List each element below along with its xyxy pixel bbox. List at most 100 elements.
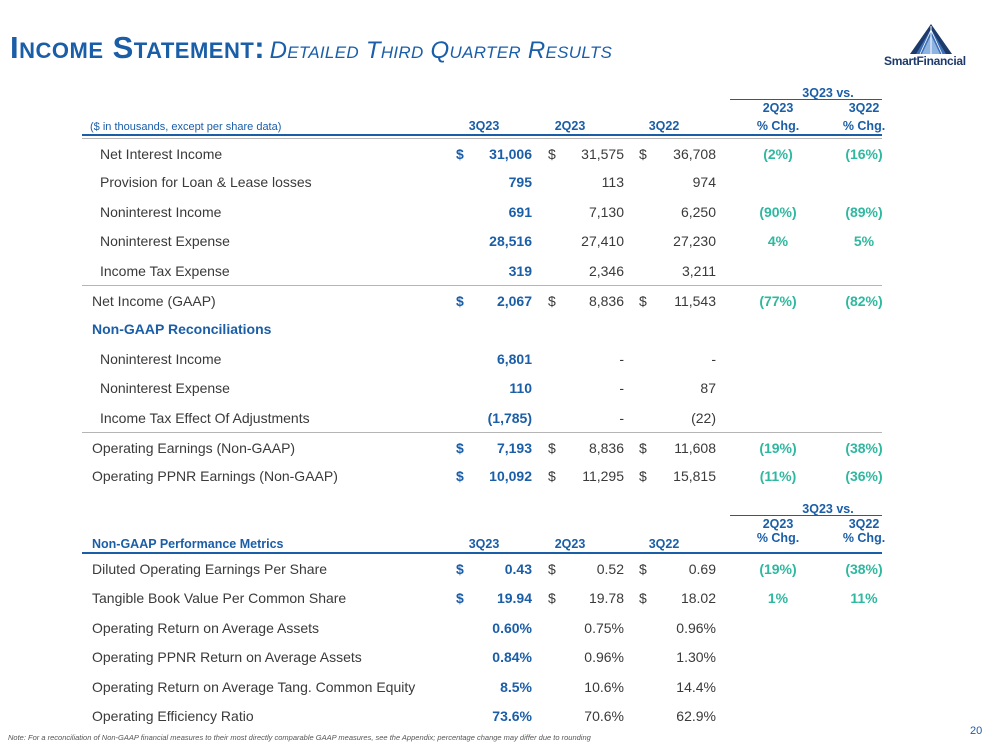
table-row: Operating PPNR Earnings (Non-GAAP) $10,09… (82, 461, 883, 491)
value-prior-year-quarter: 87 (700, 380, 716, 397)
row-label: Operating Efficiency Ratio (92, 708, 254, 724)
table-row: Net Income (GAAP) $2,067 $8,836 $11,543 (77%… (82, 285, 883, 315)
currency-symbol: $ (456, 468, 464, 485)
value-prior-year-quarter: 11,608 (674, 440, 716, 456)
metrics-header-vs: 3Q23 vs. (802, 502, 854, 516)
metrics-header-rule (82, 552, 882, 554)
change-vs-prior-quarter: (90%) (759, 203, 797, 220)
value-current-quarter: 0.84% (492, 649, 532, 666)
value-prior-year-quarter: 18.02 (680, 590, 716, 607)
row-label: Operating PPNR Earnings (Non-GAAP) (92, 468, 338, 485)
change-vs-prior-quarter: (11%) (759, 468, 797, 485)
income-table-header: 3Q23 vs. 2Q23 3Q22 ($ in thousands, exce… (82, 82, 885, 142)
value-prior-quarter: 0.96% (584, 649, 624, 666)
value-prior-quarter: 7,130 (588, 203, 624, 220)
value-prior-year-quarter: 0.69 (688, 561, 716, 577)
metrics-header-vs-rule (730, 515, 882, 516)
metrics-header-caption: Non-GAAP Performance Metrics (92, 537, 284, 551)
change-vs-prior-year: 5% (853, 233, 875, 250)
table-row: Provision for Loan & Lease losses 795 113 9… (82, 167, 882, 197)
metrics-table-header: 3Q23 vs. 2Q23 3Q22 Non-GAAP Performance … (82, 502, 885, 554)
metrics-header-col5a: 3Q22 (848, 517, 880, 531)
table-row: Noninterest Expense 28,516 27,410 27,230 4% 5… (82, 226, 882, 256)
table-row: Operating Return on Average Assets 0.60% 0… (82, 613, 882, 643)
currency-symbol: $ (456, 146, 464, 162)
value-prior-year-quarter: 3,211 (682, 262, 716, 279)
currency-symbol: $ (456, 561, 464, 577)
header-col2: 2Q23 (554, 119, 586, 133)
currency-symbol: $ (548, 440, 556, 456)
change-vs-prior-quarter: (19%) (759, 561, 797, 577)
change-vs-prior-year: (16%) (845, 146, 883, 162)
currency-symbol: $ (548, 146, 556, 162)
value-prior-quarter: 10.6% (584, 678, 624, 695)
value-current-quarter: 73.6% (492, 708, 532, 724)
value-current-quarter: 2,067 (496, 293, 532, 309)
currency-symbol: $ (456, 440, 464, 456)
value-current-quarter: 691 (508, 203, 532, 220)
value-current-quarter: 7,193 (496, 440, 532, 456)
currency-symbol: $ (456, 293, 464, 309)
value-prior-year-quarter: 11,543 (674, 293, 716, 309)
header-vs-rule (730, 99, 882, 100)
currency-symbol: $ (456, 590, 464, 607)
change-vs-prior-year: 11% (850, 590, 878, 607)
currency-symbol: $ (639, 440, 647, 456)
value-current-quarter: 0.43 (504, 561, 532, 577)
currency-symbol: $ (548, 561, 556, 577)
value-prior-year-quarter: - (711, 350, 716, 367)
row-label: Noninterest Income (100, 203, 222, 220)
value-prior-year-quarter: 0.96% (676, 619, 716, 636)
header-vs: 3Q23 vs. (802, 86, 854, 100)
metrics-header-col1: 3Q23 (468, 537, 500, 551)
row-label: Operating Return on Average Assets (92, 619, 319, 636)
value-prior-year-quarter: 6,250 (680, 203, 716, 220)
value-current-quarter: 6,801 (496, 350, 532, 367)
row-label: Non-GAAP Reconciliations (92, 321, 272, 338)
company-logo: SmartFinancial (884, 24, 990, 68)
currency-symbol: $ (639, 293, 647, 309)
table-row: Noninterest Income 691 7,130 6,250 (90%) (89%… (82, 197, 883, 227)
value-current-quarter: 8.5% (500, 678, 532, 695)
header-col1: 3Q23 (468, 119, 500, 133)
table-row: Net Interest Income $31,006 $31,575 $36,708… (82, 138, 883, 168)
value-current-quarter: 319 (508, 262, 532, 279)
table-row: Operating PPNR Return on Average Assets 0… (82, 642, 882, 672)
value-current-quarter: 795 (508, 174, 532, 191)
metrics-header-col3: 3Q22 (648, 537, 680, 551)
row-label: Net Income (GAAP) (92, 293, 216, 309)
change-vs-prior-year: (38%) (845, 440, 883, 456)
value-prior-quarter: 8,836 (588, 440, 624, 456)
value-prior-year-quarter: 974 (692, 174, 716, 191)
value-prior-quarter: 19.78 (588, 590, 624, 607)
currency-symbol: $ (548, 293, 556, 309)
value-prior-quarter: 11,295 (582, 468, 624, 485)
value-prior-year-quarter: 36,708 (673, 146, 716, 162)
metrics-header-col4b: % Chg. (756, 531, 800, 545)
header-rule (82, 134, 882, 136)
change-vs-prior-year: (89%) (845, 203, 883, 220)
value-current-quarter: 110 (509, 380, 532, 397)
currency-symbol: $ (548, 590, 556, 607)
currency-symbol: $ (639, 468, 647, 485)
logo-text: SmartFinancial (884, 54, 966, 68)
metrics-header-col4a: 2Q23 (762, 517, 794, 531)
row-label: Noninterest Income (100, 350, 222, 367)
change-vs-prior-year: (36%) (845, 468, 883, 485)
value-prior-year-quarter: 15,815 (673, 468, 716, 485)
value-prior-quarter: 27,410 (581, 233, 624, 250)
currency-symbol: $ (548, 468, 556, 485)
value-prior-quarter: 70.6% (584, 708, 624, 724)
value-current-quarter: 19.94 (496, 590, 532, 607)
row-label: Provision for Loan & Lease losses (100, 174, 312, 191)
table-row: Noninterest Expense 110 - 87 (82, 373, 882, 403)
slide-title: Income Statement: Detailed Third Quarter… (10, 30, 612, 66)
header-caption: ($ in thousands, except per share data) (90, 121, 282, 133)
value-prior-quarter: 31,575 (581, 146, 624, 162)
value-current-quarter: 10,092 (489, 468, 532, 485)
row-label: Noninterest Expense (100, 233, 230, 250)
table-row: Income Tax Effect Of Adjustments (1,785) -… (82, 403, 882, 433)
header-col4b: % Chg. (756, 119, 800, 133)
value-prior-quarter: 8,836 (588, 293, 624, 309)
row-label: Noninterest Expense (100, 380, 230, 397)
